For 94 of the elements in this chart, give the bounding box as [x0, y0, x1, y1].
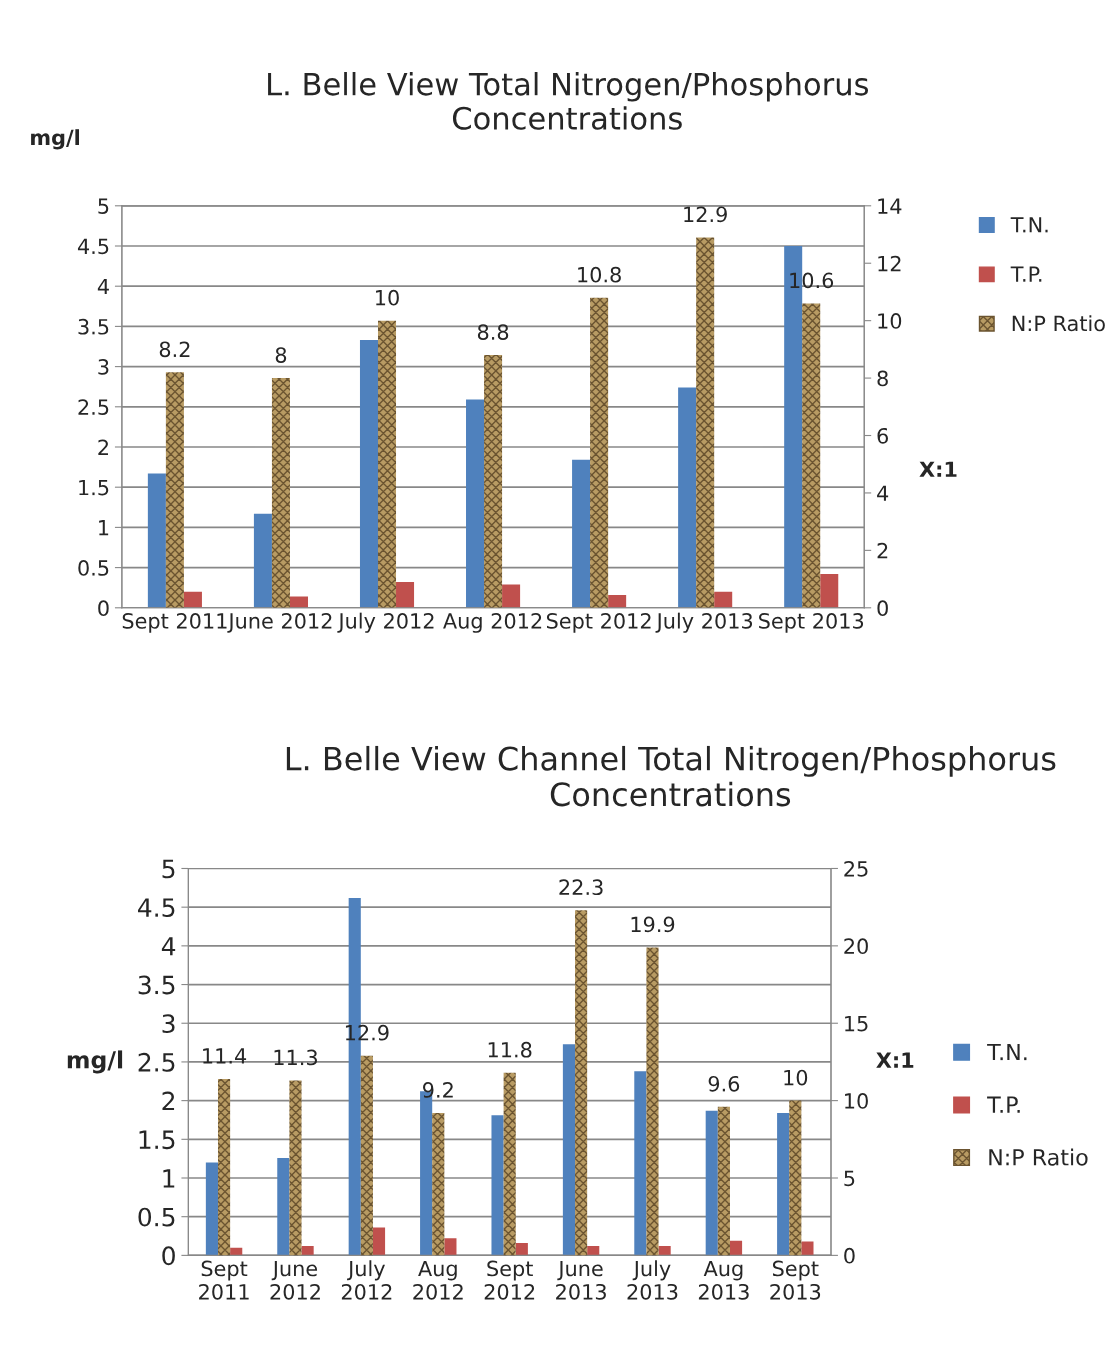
x-tick-label: Aug 2012 [443, 613, 542, 633]
bar [608, 594, 627, 608]
y-tick-label: 2.5 [138, 1052, 175, 1072]
y2-tick-label: 10 [845, 1093, 868, 1109]
y-tick-label: 1.5 [139, 1130, 175, 1150]
bar [183, 591, 202, 608]
y-tick-label: 2 [162, 1091, 175, 1111]
legend-label: T.N. [987, 1043, 1027, 1061]
bar [372, 1227, 386, 1256]
y-tick-label: 0.5 [138, 1207, 175, 1227]
chart-title: L. Belle View Total Nitrogen/Phosphorus Concentrations [268, 71, 869, 130]
y-tick-label: 3.5 [78, 318, 109, 335]
y2-axis-title: X:1 [919, 461, 957, 477]
legend-label: N:P Ratio [1012, 315, 1105, 332]
y2-tick-label: 6 [877, 427, 888, 444]
bar [658, 1246, 671, 1256]
bar [396, 582, 415, 608]
bar [301, 1246, 314, 1256]
bar [587, 1246, 600, 1256]
x-tick-label: Sept 2012 [484, 1260, 535, 1300]
x-tick-label: Aug 2012 [413, 1260, 463, 1300]
x-tick-label: Sept 2013 [759, 613, 864, 633]
y2-tick-label: 5 [844, 1170, 855, 1187]
data-label: 19.9 [631, 916, 675, 933]
y-tick-label: 5 [162, 859, 175, 879]
y2-tick-label: 4 [877, 485, 889, 501]
y2-tick-label: 0 [877, 600, 888, 617]
y-tick-label: 0.5 [78, 560, 109, 576]
y-tick-label: 4 [161, 937, 176, 956]
data-label: 10 [376, 289, 399, 306]
bar [820, 574, 839, 608]
y-tick-label: 5 [98, 198, 109, 215]
legend-label: N:P Ratio [989, 1148, 1088, 1166]
y2-tick-label: 2 [877, 542, 888, 559]
bar [714, 591, 733, 608]
data-label: 11.4 [203, 1048, 247, 1064]
y-tick-label: 3 [98, 359, 109, 375]
y-tick-label: 4.5 [77, 238, 109, 255]
data-label: 8.2 [159, 341, 190, 358]
y2-axis-title: X:1 [876, 1052, 914, 1068]
bar [444, 1238, 457, 1256]
y2-tick-label: 12 [878, 255, 901, 272]
y-tick-label: 0 [162, 1246, 175, 1266]
x-tick-label: June 2013 [556, 1260, 606, 1300]
bar [502, 584, 521, 608]
y-tick-label: 1 [99, 520, 109, 536]
y2-tick-label: 20 [844, 938, 868, 955]
y-tick-label: 2.5 [78, 399, 109, 416]
y2-tick-label: 25 [844, 860, 868, 877]
y-tick-label: 1 [163, 1169, 175, 1188]
bar [801, 1241, 814, 1256]
y-tick-label: 3 [162, 1014, 175, 1034]
data-label: 12.9 [684, 206, 727, 223]
data-label: 10 [784, 1069, 808, 1086]
bar [729, 1240, 743, 1256]
x-tick-label: Sept 2012 [546, 613, 651, 633]
y-axis-title: mg/l [31, 129, 79, 150]
y2-tick-label: 10 [878, 313, 902, 329]
bar [590, 297, 609, 608]
x-tick-label: July 2013 [655, 612, 753, 633]
y2-tick-label: 0 [844, 1247, 855, 1264]
legend-label: T.N. [1010, 217, 1048, 233]
data-label: 22.3 [559, 879, 603, 896]
data-label: 9.2 [423, 1082, 453, 1098]
y-axis-title: mg/l [67, 1050, 123, 1074]
x-tick-label: Sept 2011 [122, 613, 227, 633]
x-tick-label: Sept 2011 [199, 1260, 249, 1300]
bar [271, 378, 290, 608]
y-tick-label: 3.5 [138, 975, 175, 995]
data-label: 11.8 [488, 1041, 532, 1058]
y-tick-label: 1.5 [79, 479, 109, 496]
data-label: 10.8 [578, 266, 621, 283]
x-tick-label: June 2012 [227, 613, 332, 633]
y2-tick-label: 14 [878, 198, 902, 214]
legend-label: T.P. [1010, 266, 1042, 282]
x-tick-label: Sept 2013 [770, 1260, 821, 1300]
y2-tick-label: 15 [845, 1015, 868, 1032]
x-tick-label: July 2012 [337, 612, 434, 633]
x-tick-label: Aug 2013 [698, 1260, 749, 1300]
x-tick-label: July 2013 [627, 1260, 678, 1300]
bar [515, 1243, 528, 1256]
y-tick-label: 4 [97, 278, 109, 295]
y-tick-label: 4.5 [138, 898, 175, 918]
x-tick-label: June 2012 [270, 1260, 320, 1300]
data-label: 9.6 [708, 1075, 740, 1092]
data-label: 8 [275, 347, 287, 363]
y-tick-label: 0 [98, 600, 109, 617]
data-label: 11.3 [274, 1049, 317, 1066]
legend-label: T.P. [987, 1096, 1020, 1113]
x-tick-label: July 2012 [341, 1260, 392, 1300]
data-label: 8.8 [477, 324, 509, 340]
y2-tick-label: 8 [877, 370, 888, 387]
chart-title: L. Belle View Channel Total Nitrogen/Phosphorus Concentrations [286, 745, 1056, 807]
y-tick-label: 2 [98, 439, 108, 455]
